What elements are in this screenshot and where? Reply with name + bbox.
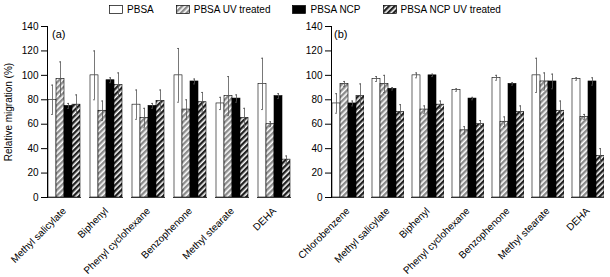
svg-text:80: 80 bbox=[27, 94, 39, 105]
html-text:PBSA UV treated: PBSA UV treated bbox=[193, 3, 271, 15]
svg-text:0: 0 bbox=[33, 192, 39, 203]
svg-text:Methyl stearate: Methyl stearate bbox=[180, 205, 236, 261]
html-text:(a): (a) bbox=[52, 28, 66, 40]
svg-text:20: 20 bbox=[27, 167, 39, 178]
svg-text:Methyl salicylate: Methyl salicylate bbox=[9, 205, 69, 265]
svg-text:100: 100 bbox=[306, 70, 323, 81]
html-text:(b): (b) bbox=[334, 28, 348, 40]
svg-text:Benzophenone: Benzophenone bbox=[138, 205, 195, 261]
svg-text:Methyl stearate: Methyl stearate bbox=[496, 205, 552, 261]
svg-text:Biphenyl: Biphenyl bbox=[75, 205, 110, 240]
svg-text:40: 40 bbox=[27, 143, 39, 154]
svg-text:120: 120 bbox=[22, 45, 39, 56]
svg-text:80: 80 bbox=[311, 94, 323, 105]
html-text:PBSA NCP UV treated: PBSA NCP UV treated bbox=[400, 3, 501, 15]
svg-text:140: 140 bbox=[22, 21, 39, 32]
svg-text:Phenyl cyclohexane: Phenyl cyclohexane bbox=[81, 205, 152, 276]
svg-text:Biphenyl: Biphenyl bbox=[397, 205, 432, 240]
svg-text:60: 60 bbox=[311, 118, 323, 129]
html-text:PBSA NCP: PBSA NCP bbox=[310, 3, 361, 15]
svg-text:DEHA: DEHA bbox=[564, 205, 592, 233]
svg-text:140: 140 bbox=[306, 21, 323, 32]
svg-text:Methyl salicylate: Methyl salicylate bbox=[332, 205, 392, 265]
svg-text:Relative migration (%): Relative migration (%) bbox=[3, 63, 14, 161]
svg-text:100: 100 bbox=[22, 70, 39, 81]
svg-text:Phenyl cyclohexane: Phenyl cyclohexane bbox=[401, 205, 472, 276]
svg-text:20: 20 bbox=[311, 167, 323, 178]
svg-text:120: 120 bbox=[306, 45, 323, 56]
svg-text:Benzophenone: Benzophenone bbox=[456, 205, 512, 261]
html-text:PBSA: PBSA bbox=[127, 3, 154, 15]
svg-text:40: 40 bbox=[311, 143, 323, 154]
svg-text:DEHA: DEHA bbox=[251, 205, 279, 233]
svg-text:60: 60 bbox=[27, 118, 39, 129]
svg-text:0: 0 bbox=[317, 192, 323, 203]
